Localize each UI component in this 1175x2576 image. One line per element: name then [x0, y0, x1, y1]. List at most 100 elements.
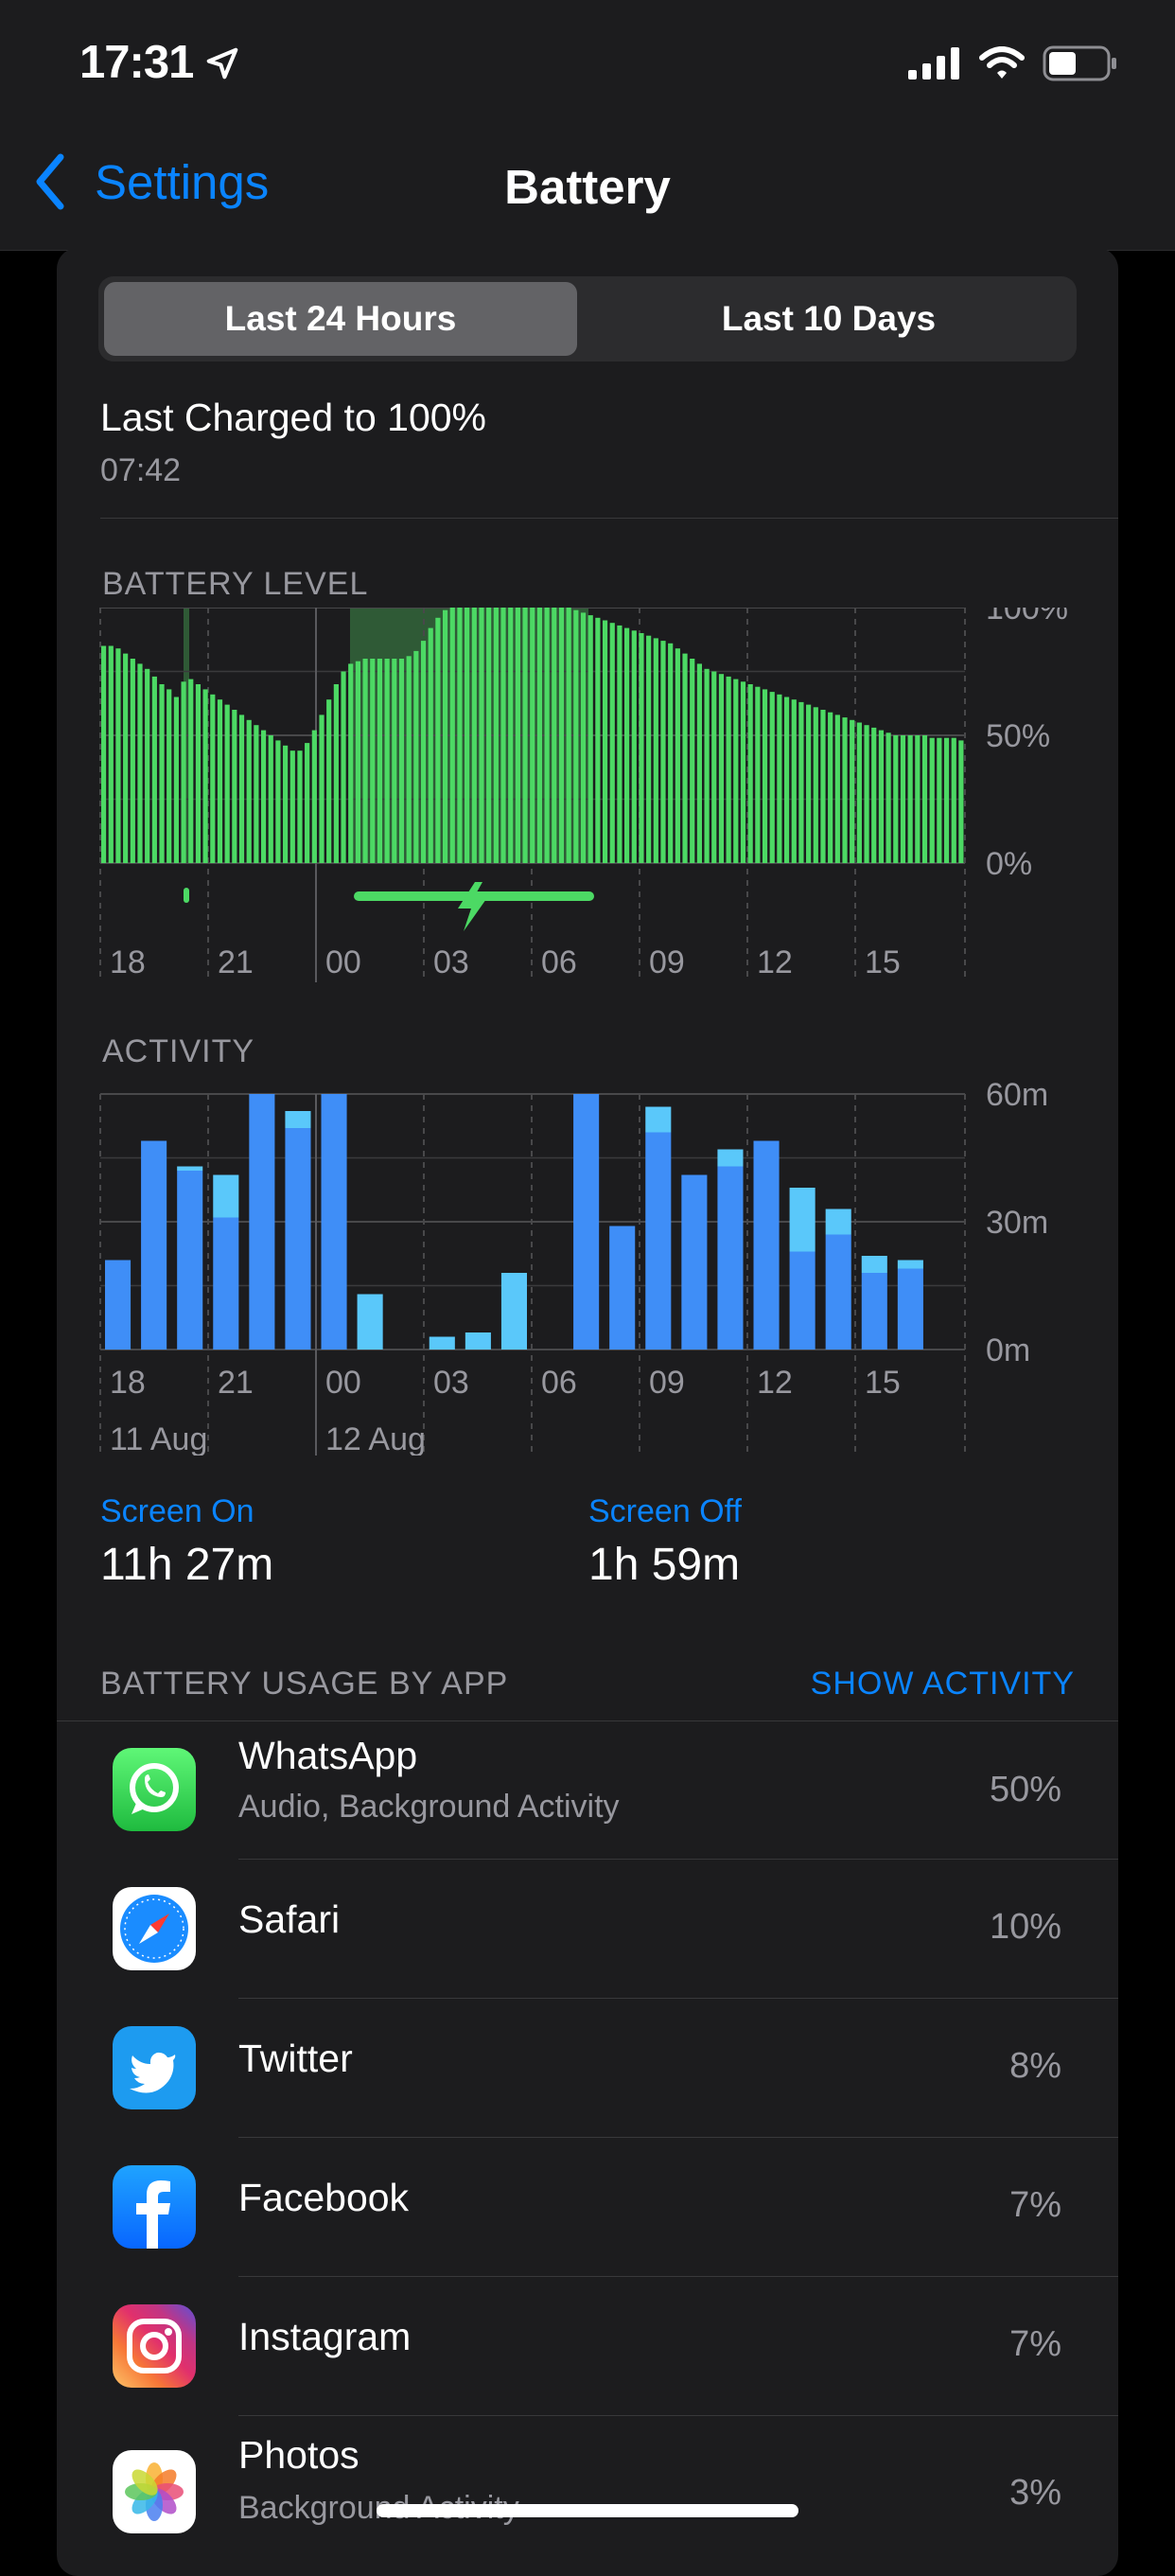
x-tick-label: 15 [865, 1365, 901, 1401]
battery-bar [283, 745, 289, 863]
x-tick-label: 00 [325, 944, 361, 980]
whatsapp-icon [113, 1748, 196, 1831]
app-name: Instagram [238, 2315, 412, 2358]
battery-bar [813, 707, 818, 863]
battery-bar [951, 737, 956, 863]
activity-bar-screen-on [861, 1273, 887, 1350]
battery-bar [631, 630, 637, 863]
battery-card: Last 24 Hours Last 10 Days Last Charged … [57, 248, 1118, 2576]
battery-usage-header: BATTERY USAGE BY APP [100, 1666, 509, 1702]
battery-bar [442, 609, 448, 863]
battery-bar [435, 617, 441, 863]
app-row-twitter[interactable]: Twitter 8% [57, 1999, 1118, 2138]
x-tick-label: 00 [325, 1365, 361, 1401]
battery-bar [937, 737, 942, 863]
x-tick-label: 06 [541, 944, 577, 980]
battery-bar [370, 659, 376, 863]
battery-bar [493, 608, 499, 863]
activity-bar-screen-on [249, 1094, 275, 1350]
battery-bar [297, 750, 303, 863]
battery-bar [573, 609, 579, 863]
activity-bar-screen-off [717, 1149, 744, 1167]
app-name: Facebook [238, 2176, 410, 2219]
battery-bar [856, 722, 862, 863]
battery-bar [711, 671, 717, 863]
app-row-safari[interactable]: Safari 10% [57, 1860, 1118, 1999]
x-tick-label: 03 [433, 1365, 469, 1401]
battery-bar [275, 740, 281, 863]
screen-off-value: 1h 59m [588, 1540, 741, 1590]
activity-bar-screen-on [321, 1094, 347, 1350]
app-percentage: 10% [989, 1907, 1061, 1947]
app-name: WhatsApp [238, 1734, 418, 1777]
battery-bar [850, 719, 855, 863]
battery-bar [238, 715, 245, 863]
activity-bar-screen-on [789, 1251, 815, 1350]
battery-bar [921, 735, 928, 863]
battery-bar [624, 627, 630, 863]
time-range-segmented-control: Last 24 Hours Last 10 Days [98, 276, 1077, 362]
activity-bar-screen-on [825, 1234, 851, 1350]
battery-bar [254, 725, 259, 863]
battery-bar [900, 735, 906, 863]
app-row-whatsapp[interactable]: WhatsApp Audio, Background Activity 50% [57, 1720, 1118, 1860]
battery-bar [500, 608, 506, 863]
status-icons [908, 45, 1118, 81]
activity-bar-screen-on [177, 1171, 203, 1350]
y-tick-label: 50% [986, 718, 1050, 754]
activity-bar-screen-on [105, 1260, 132, 1350]
app-percentage: 7% [1009, 2324, 1061, 2364]
show-activity-button[interactable]: SHOW ACTIVITY [810, 1666, 1075, 1702]
location-arrow-icon [206, 47, 238, 79]
divider [100, 518, 1118, 519]
battery-bar [943, 737, 950, 863]
home-indicator[interactable] [377, 2504, 798, 2517]
chevron-left-icon [36, 153, 64, 210]
battery-bar [398, 659, 405, 863]
battery-bar [718, 674, 725, 863]
battery-bar [130, 659, 135, 863]
battery-bar [588, 615, 593, 863]
battery-bar [224, 704, 230, 863]
activity-bar-screen-off [500, 1273, 527, 1350]
instagram-icon [113, 2304, 196, 2388]
segment-last-10-days[interactable]: Last 10 Days [721, 299, 937, 338]
battery-level-chart[interactable]: 100% 50% 0% 18 21 00 03 06 09 12 15 [57, 608, 1118, 1232]
activity-bar-screen-off [285, 1111, 311, 1128]
app-row-facebook[interactable]: Facebook 7% [57, 2138, 1118, 2277]
activity-chart[interactable]: 60m 30m 0m 18 21 00 03 06 09 12 15 11 Aug 12 Aug [57, 1077, 1118, 1456]
x-tick-label: 12 [757, 1365, 793, 1401]
x-tick-label: 03 [433, 944, 469, 980]
x-tick-label: 18 [110, 944, 146, 980]
app-row-photos[interactable]: Photos Background Activity 3% [57, 2416, 1118, 2555]
battery-bar [595, 617, 601, 863]
x-tick-label: 09 [649, 944, 685, 980]
battery-bar [202, 689, 208, 863]
segment-last-24-hours[interactable]: Last 24 Hours [104, 282, 577, 356]
battery-bar [762, 689, 768, 863]
activity-bar-screen-on [753, 1140, 780, 1350]
battery-bar [646, 635, 652, 863]
y-tick-label: 30m [986, 1205, 1048, 1241]
battery-bar [552, 608, 557, 863]
battery-bar [355, 661, 361, 863]
battery-bar [740, 681, 746, 863]
battery-bar [893, 735, 899, 863]
activity-bar-screen-on [141, 1140, 167, 1350]
activity-bar-screen-on [681, 1174, 708, 1350]
cellular-signal-icon [908, 47, 959, 79]
activity-bar-screen-off [645, 1106, 672, 1133]
activity-bar-screen-on [645, 1132, 672, 1350]
battery-bar [536, 608, 543, 863]
battery-bar [668, 643, 674, 863]
battery-bar [173, 697, 179, 863]
back-button[interactable]: Settings [34, 153, 269, 210]
x-tick-label: 06 [541, 1365, 577, 1401]
activity-bar-screen-on [717, 1166, 744, 1350]
y-tick-label: 100% [986, 608, 1068, 626]
x-tick-label: 09 [649, 1365, 685, 1401]
divider [238, 2276, 1118, 2277]
battery-bar [704, 668, 710, 863]
battery-bar [696, 663, 702, 863]
app-row-instagram[interactable]: Instagram 7% [57, 2277, 1118, 2416]
